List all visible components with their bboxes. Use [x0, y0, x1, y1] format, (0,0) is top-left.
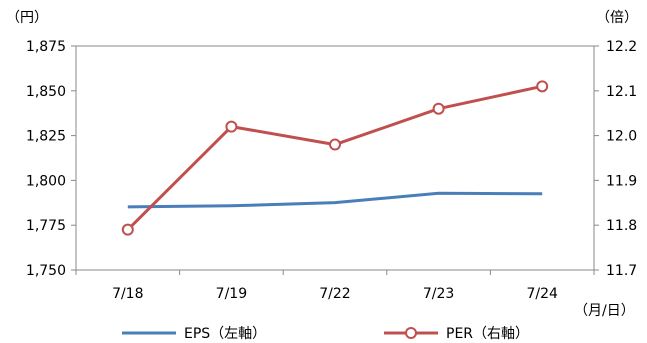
left-tick-label: 1,825	[26, 129, 66, 145]
right-tick-label: 12.1	[606, 84, 637, 100]
series-layer	[121, 80, 549, 236]
series-line-eps	[127, 191, 543, 209]
right-tick-label: 11.7	[606, 263, 637, 279]
x-tick-label: 7/22	[319, 286, 350, 302]
series-line-per	[126, 84, 543, 231]
per-point	[536, 80, 549, 93]
legend-per-label: PER（右軸）	[446, 326, 529, 342]
plot-area	[75, 45, 595, 271]
per-point	[225, 120, 238, 133]
left-tick-label: 1,875	[26, 39, 66, 55]
right-tick-label: 12.2	[606, 39, 637, 55]
right-axis-ticks: 11.7 11.8 11.9 12.0 12.1 12.2	[594, 39, 637, 279]
left-axis-unit: （円）	[6, 10, 48, 26]
legend-per-marker	[405, 327, 417, 339]
per-point	[121, 223, 134, 236]
x-tick-label: 7/18	[112, 286, 143, 302]
right-axis-unit: （倍）	[596, 10, 638, 26]
right-tick-label: 12.0	[606, 129, 637, 145]
legend-eps-label: EPS（左軸）	[184, 326, 266, 342]
x-tick-label: 7/24	[526, 286, 558, 302]
right-tick-label: 11.8	[606, 218, 637, 234]
x-tick-label: 7/23	[423, 286, 454, 302]
x-tick-label: 7/19	[216, 286, 247, 302]
per-point	[432, 102, 445, 115]
left-tick-label: 1,800	[26, 173, 66, 189]
x-axis-ticks: 7/18 7/19 7/22 7/23 7/24	[75, 270, 595, 302]
left-axis-ticks: 1,750 1,775 1,800 1,825 1,850 1,875	[26, 39, 76, 279]
legend: EPS（左軸） PER（右軸）	[122, 326, 529, 342]
left-tick-label: 1,850	[26, 84, 66, 100]
left-tick-label: 1,775	[26, 218, 66, 234]
right-tick-label: 11.9	[606, 173, 637, 189]
per-point	[329, 138, 341, 151]
left-tick-label: 1,750	[26, 263, 66, 279]
x-axis-unit: （月/日）	[574, 303, 635, 319]
